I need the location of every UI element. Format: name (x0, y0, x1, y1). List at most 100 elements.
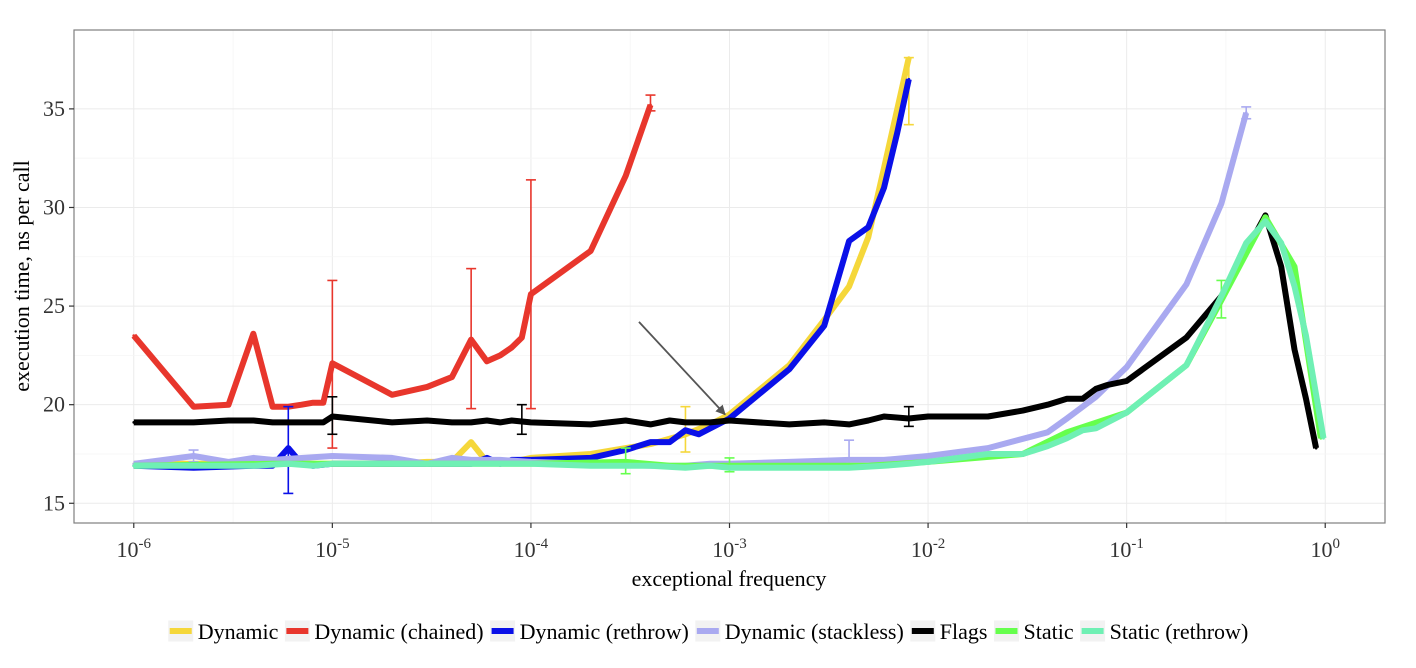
data-point (132, 421, 136, 424)
data-point (668, 440, 672, 444)
x-tick-label: 10-3 (712, 536, 747, 562)
data-point (589, 249, 593, 253)
data-point (649, 440, 652, 444)
data-point (728, 419, 731, 422)
data-point (1081, 428, 1084, 432)
data-point (866, 235, 870, 239)
data-point (450, 462, 454, 466)
x-axis-title: exceptional frequency (632, 566, 827, 591)
data-point (450, 456, 454, 460)
data-point (271, 421, 274, 424)
data-point (1125, 411, 1129, 414)
data-point (697, 432, 701, 436)
legend-label: Dynamic (chained) (314, 619, 483, 644)
x-tick-label: 10-6 (117, 536, 152, 562)
series-layer (131, 56, 1327, 495)
data-point (1094, 387, 1098, 391)
data-point (251, 419, 255, 422)
data-point (311, 421, 315, 424)
data-point (1185, 336, 1188, 340)
data-point (882, 415, 886, 418)
legend: Dynamic Dynamic (chained) Dynamic (rethrow… (167, 619, 1249, 644)
data-point (1185, 282, 1188, 286)
data-point (882, 458, 886, 462)
data-point (649, 423, 652, 426)
data-point (132, 334, 136, 338)
data-point (787, 466, 791, 470)
error-bar (327, 395, 338, 436)
y-tick-label: 25 (43, 293, 65, 318)
grid (74, 30, 1385, 523)
series-dynamic-chained (131, 94, 656, 449)
data-point (227, 419, 230, 422)
legend-item: Dynamic (chained) (283, 619, 484, 644)
data-point (907, 77, 911, 81)
data-point (926, 460, 930, 464)
data-point (822, 324, 826, 328)
data-point (311, 401, 315, 405)
data-point (882, 464, 886, 468)
data-point (469, 421, 473, 424)
data-point (1065, 417, 1069, 420)
data-point (986, 446, 990, 450)
error-bar (903, 405, 914, 428)
data-point (425, 419, 429, 422)
y-tick-label: 20 (43, 392, 65, 417)
data-point (866, 419, 870, 422)
legend-item: Dynamic (stackless) (694, 619, 904, 644)
x-tick-label: 10-5 (315, 536, 350, 562)
data-point (271, 405, 274, 409)
legend-item: Static (992, 619, 1074, 644)
data-point (1106, 383, 1109, 387)
data-point (1125, 379, 1129, 383)
data-point (450, 375, 454, 379)
data-point (469, 458, 473, 462)
data-point (1304, 334, 1308, 338)
data-point (450, 421, 454, 424)
data-point (390, 421, 394, 424)
data-point (708, 426, 712, 430)
data-point (926, 415, 930, 418)
legend-item: Dynamic (167, 619, 279, 644)
legend-item: Flags (909, 619, 987, 644)
data-point (822, 421, 826, 424)
data-point (882, 166, 886, 170)
data-point (986, 452, 990, 456)
data-point (1046, 444, 1050, 448)
data-point (649, 464, 652, 468)
data-point (485, 359, 489, 363)
data-point (847, 423, 851, 426)
data-point (907, 462, 911, 466)
legend-label: Static (1023, 619, 1073, 644)
data-point (1185, 363, 1188, 367)
data-point (589, 423, 593, 426)
data-point (251, 332, 255, 336)
data-point (728, 466, 731, 470)
data-point (1264, 219, 1267, 223)
data-point (787, 460, 791, 464)
data-point (321, 401, 325, 405)
data-point (485, 419, 489, 422)
data-point (498, 421, 502, 424)
data-point (668, 419, 672, 422)
data-point (1046, 430, 1050, 434)
data-point (1106, 421, 1109, 424)
data-point (286, 462, 290, 466)
data-point (895, 131, 899, 134)
data-point (684, 466, 687, 470)
data-point (1065, 436, 1069, 440)
error-bar (525, 179, 536, 410)
legend-item: Static (rethrow) (1079, 619, 1249, 644)
legend-label: Static (rethrow) (1110, 619, 1249, 644)
axes: 15 20 25 30 35 10-6 10-5 10-4 10-3 10-2 10-1 100 (43, 96, 1340, 562)
series-static-rethrow (132, 218, 1327, 471)
data-point (1244, 241, 1248, 245)
y-axis-title: execution time, ns per call (9, 160, 34, 392)
data-point (286, 421, 290, 424)
data-point (926, 454, 930, 458)
data-point (1021, 409, 1025, 412)
data-point (882, 186, 886, 190)
data-point (1094, 426, 1098, 430)
series-flags (132, 212, 1320, 450)
error-bar (1241, 106, 1252, 120)
